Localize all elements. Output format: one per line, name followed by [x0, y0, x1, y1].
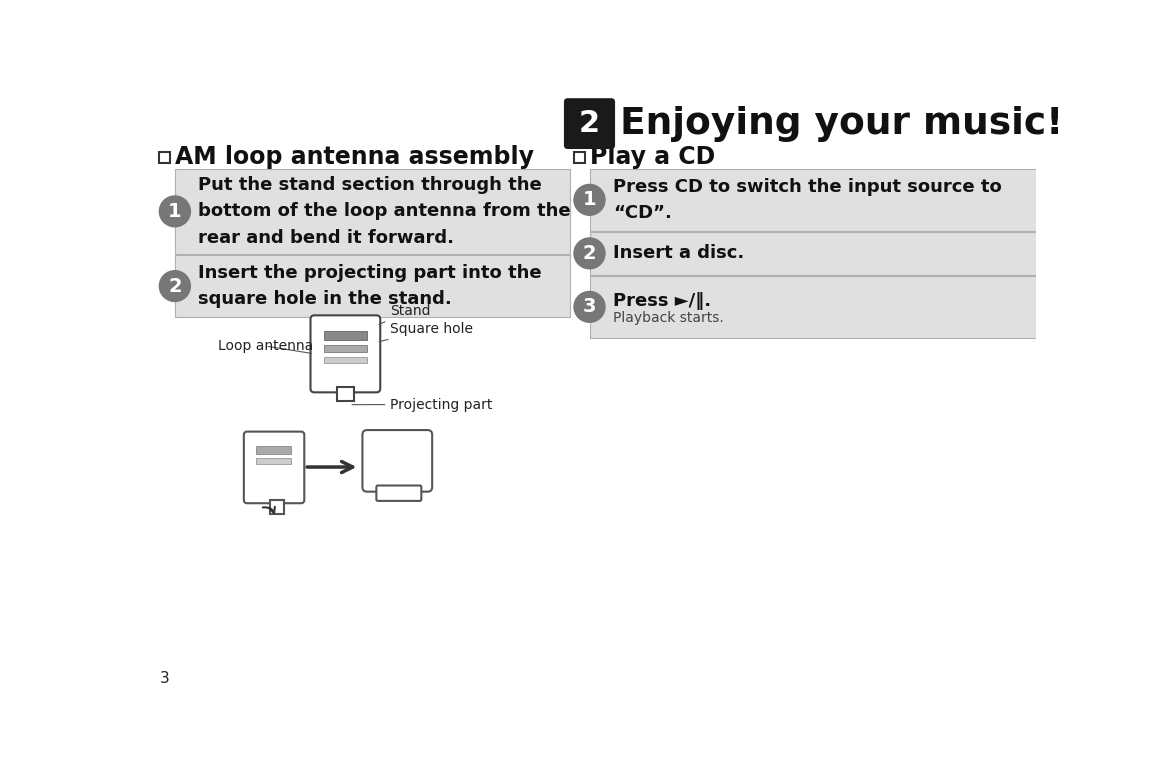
Text: 2: 2 — [579, 109, 600, 138]
Bar — [589, 169, 1037, 231]
Text: Playback starts.: Playback starts. — [612, 311, 724, 324]
Bar — [323, 344, 367, 352]
Bar — [175, 255, 570, 317]
Bar — [589, 337, 1037, 339]
Bar — [323, 357, 367, 363]
Text: Insert a disc.: Insert a disc. — [612, 245, 744, 262]
Bar — [175, 317, 570, 318]
Bar — [175, 169, 570, 254]
Bar — [270, 500, 284, 514]
Text: 2: 2 — [168, 277, 182, 295]
Text: 3: 3 — [159, 671, 169, 686]
Text: Play a CD: Play a CD — [589, 146, 715, 170]
Bar — [589, 276, 1037, 337]
FancyBboxPatch shape — [311, 315, 380, 393]
Circle shape — [574, 238, 605, 268]
Text: Stand: Stand — [379, 304, 430, 324]
Text: AM loop antenna assembly: AM loop antenna assembly — [175, 146, 534, 170]
Text: 2: 2 — [582, 244, 596, 263]
Bar — [323, 331, 367, 340]
FancyBboxPatch shape — [376, 486, 421, 501]
Bar — [257, 446, 291, 454]
Text: 3: 3 — [582, 298, 596, 316]
Bar — [337, 387, 353, 401]
Text: Press CD to switch the input source to
“CD”.: Press CD to switch the input source to “… — [612, 178, 1001, 222]
FancyBboxPatch shape — [244, 432, 304, 503]
Bar — [257, 458, 291, 464]
Bar — [574, 152, 585, 163]
Bar — [589, 232, 1037, 275]
FancyBboxPatch shape — [363, 430, 432, 492]
Circle shape — [159, 271, 190, 301]
Circle shape — [574, 184, 605, 216]
Text: Enjoying your music!: Enjoying your music! — [620, 106, 1064, 142]
Text: 1: 1 — [582, 190, 596, 209]
Text: Square hole: Square hole — [379, 322, 473, 341]
Text: 1: 1 — [168, 202, 182, 221]
Circle shape — [159, 196, 190, 227]
Text: Put the stand section through the
bottom of the loop antenna from the
rear and b: Put the stand section through the bottom… — [198, 176, 571, 247]
Text: Insert the projecting part into the
square hole in the stand.: Insert the projecting part into the squa… — [198, 264, 542, 308]
Circle shape — [574, 291, 605, 322]
FancyBboxPatch shape — [564, 98, 615, 149]
Text: Projecting part: Projecting part — [352, 397, 493, 412]
Bar — [159, 152, 170, 163]
Text: Loop antenna: Loop antenna — [218, 339, 313, 354]
Text: Press ►/‖.: Press ►/‖. — [612, 291, 711, 310]
